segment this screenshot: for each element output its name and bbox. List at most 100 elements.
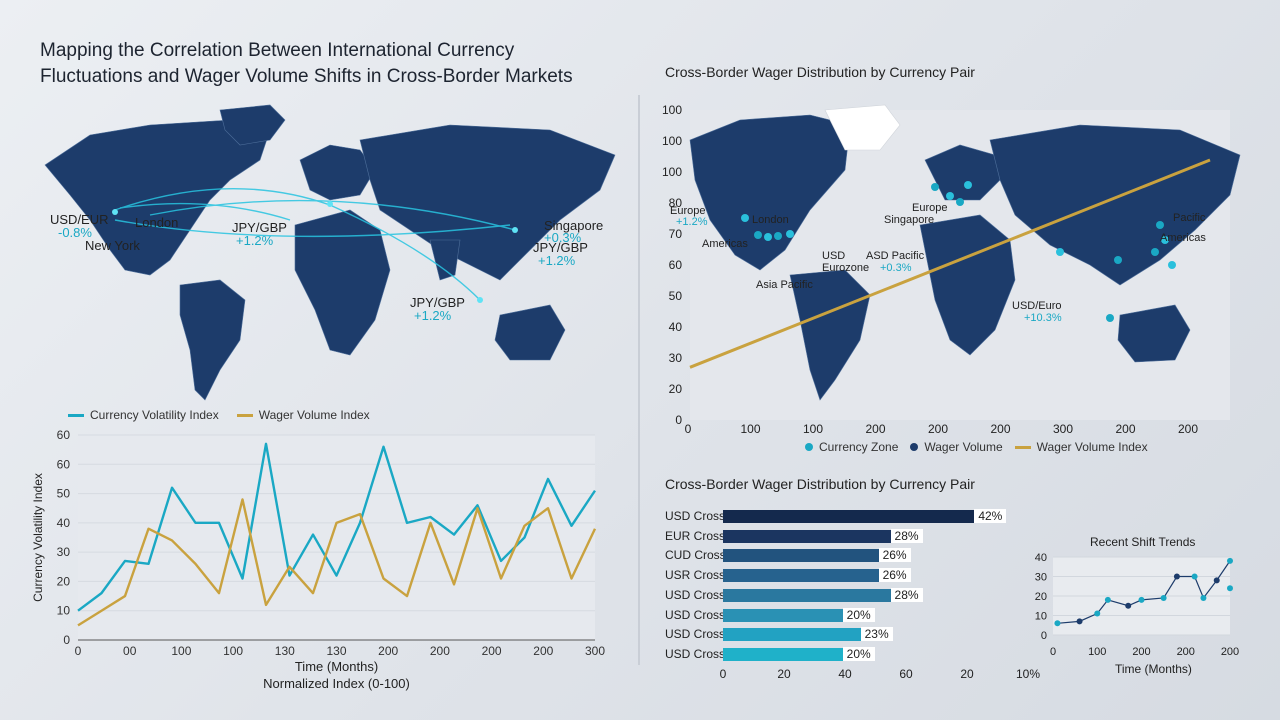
map-label-usd-eur-change: -0.8% [58,225,92,240]
hbar-xtick-label: 20 [960,667,974,681]
line-xtick-label: 300 [585,644,605,658]
line-ytick-label: 10 [57,604,71,618]
trend-chart-title: Recent Shift Trends [1090,535,1196,549]
trend-ytick-label: 40 [1035,552,1047,564]
rmap-label-eurozone: Eurozone [822,262,870,274]
rmap-xtick-label: 0 [685,422,692,435]
hbar-xtick-label: 40 [838,667,852,681]
map-australia [494,304,566,361]
rmap-data-dot [964,181,972,189]
bar-chart-title: Cross-Border Wager Distribution by Curre… [665,476,975,492]
hbar-category-label: USD Cross [665,607,726,622]
rmap-ytick-label: 80 [669,196,683,210]
hbar-row: USD Cross 20% [665,607,1105,622]
line-xtick-label: 200 [378,644,398,658]
line-ytick-label: 60 [57,457,71,471]
right-world-map: 0 20 30 40 50 60 70 80 100 100 100 0 100 100 200 200 200… [662,103,1241,435]
hbar-row: USD Cross 23% [665,627,1105,642]
trend-point [1094,610,1101,617]
rmap-asia [989,124,1241,286]
line-ytick-label: 30 [57,545,71,559]
map-label-jpy-gbp-3-change: +1.2% [414,308,452,323]
flow-arc-2 [114,219,511,238]
line-xtick-label: 130 [326,644,346,658]
rmap-xtick-label: 100 [803,422,823,435]
rmap-label-americas-2: Americas [1160,232,1206,244]
hbar-bar [723,608,843,622]
trend-point [1054,620,1061,627]
legend-swatch-wager [236,413,253,417]
rmap-data-dot [1056,248,1064,256]
trend-ytick-label: 30 [1035,572,1047,584]
flow-node-2 [327,201,333,207]
legend-label-wager-index: Wager Volume Index [1036,440,1148,454]
hbar-bar [723,569,879,583]
rmap-label-asd-change: +0.3% [880,262,912,274]
hbar-bar [723,529,891,543]
hbar-value-label: 42% [974,509,1007,523]
hbar-xtick-label: 20 [777,667,791,681]
trend-xlabel: Time (Months) [1115,662,1192,676]
map-label-usd-eur: USD/EUR [50,212,109,227]
line-xtick-label: 100 [223,644,243,658]
rmap-data-dot [1161,236,1169,244]
map-label-london: London [135,215,179,230]
rmap-ytick-label: 40 [669,320,683,334]
hbar-bar [723,549,879,563]
map-label-jpy-gbp-1: JPY/GBP [232,220,287,235]
rmap-data-dot [764,233,772,241]
main-title: Mapping the Correlation Between Internat… [40,38,573,90]
trend-point [1138,596,1145,603]
rmap-label-pacific: Pacific [1173,212,1206,224]
map-label-jpy-gbp-2: JPY/GBP [533,240,588,255]
rmap-greenland [824,104,901,151]
line-ytick-label: 50 [57,487,71,501]
rmap-ytick-label: 60 [669,258,683,272]
rmap-xtick-label: 200 [1178,422,1198,435]
rmap-ytick-label: 100 [662,103,682,117]
trend-xtick-label: 100 [1088,646,1106,658]
hbar-value-label: 28% [890,587,923,602]
rmap-label-europe-1-change: +1.2% [676,216,708,228]
trend-point [1200,594,1207,601]
hbar-bar [723,628,861,642]
line-ylabel: Currency Volatility Index [31,473,45,602]
line-series-0 [77,442,596,612]
rmap-xtick-label: 200 [865,422,885,435]
rmap-data-dot [774,232,782,240]
map-label-singapore-change: +0.3% [544,230,582,245]
line-xlabel: Time (Months) [295,659,378,674]
trend-chart: 0 10 20 30 40 0 100 200 200 200 [1035,552,1239,658]
hbar-category-label: EUR Cross [665,528,726,543]
hbar-xtick-label: 10% [1016,667,1040,681]
hbar-value-label: 20% [842,607,875,622]
hbar-value-label: 28% [890,528,923,543]
trend-point [1173,573,1180,580]
rmap-label-london: London [752,214,789,226]
line-xtick-label: 200 [482,644,502,658]
rmap-xtick-label: 300 [1053,422,1073,435]
line-series-1 [77,498,597,627]
trend-point [1125,602,1132,609]
left-world-map [44,104,616,401]
hbar-category-label: USD Cross [665,587,726,602]
rmap-data-dot [946,192,954,200]
rmap-xtick-label: 200 [1115,422,1135,435]
right-map-title: Cross-Border Wager Distribution by Curre… [665,64,975,80]
trend-point [1213,577,1220,584]
hbar-xtick-label: 60 [899,667,913,681]
main-title-line2: Fluctuations and Wager Volume Shifts in … [40,66,573,87]
legend-label-currency-zone: Currency Zone [819,440,899,454]
rmap-label-asia-pacific: Asia Pacific [756,279,813,291]
trend-xtick-label: 200 [1177,646,1195,658]
right-map-legend: Currency Zone Wager Volume Wager Volume … [805,440,1148,454]
rmap-data-dot [754,231,762,239]
hbar-row: EUR Cross 28% [665,528,1105,543]
trend-ytick-label: 20 [1035,591,1047,603]
map-label-jpy-gbp-1-change: +1.2% [236,233,274,248]
line-ytick-label: 40 [57,516,71,530]
flow-arc-3 [149,199,516,231]
line-xlabel-2: Normalized Index (0-100) [263,676,410,691]
rmap-data-dot [1168,261,1176,269]
map-south-america [179,279,246,401]
